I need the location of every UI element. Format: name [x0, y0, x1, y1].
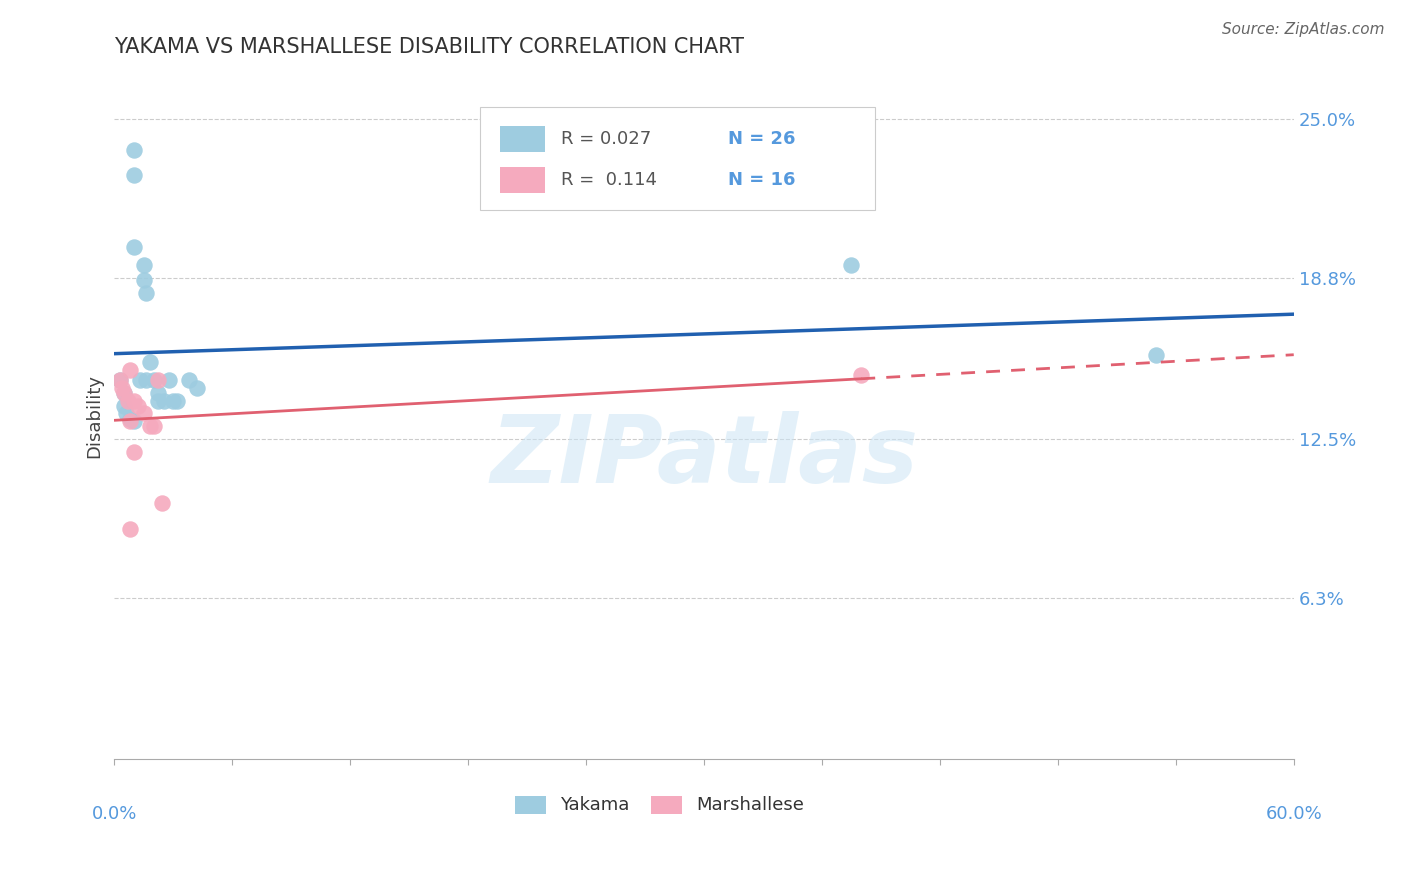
Point	[146, 393, 169, 408]
Point	[122, 414, 145, 428]
Point	[129, 373, 152, 387]
Text: N = 16: N = 16	[728, 171, 796, 189]
Point	[146, 386, 169, 401]
Point	[142, 373, 165, 387]
Point	[111, 381, 134, 395]
Point	[112, 399, 135, 413]
Point	[159, 373, 181, 387]
Point	[135, 373, 157, 387]
Text: Source: ZipAtlas.com: Source: ZipAtlas.com	[1222, 22, 1385, 37]
Text: N = 26: N = 26	[728, 129, 796, 148]
Point	[120, 414, 142, 428]
Text: ZIPatlas: ZIPatlas	[491, 411, 918, 503]
Point	[120, 411, 142, 425]
Point	[112, 386, 135, 401]
FancyBboxPatch shape	[651, 797, 682, 814]
Point	[122, 240, 145, 254]
Text: 0.0%: 0.0%	[91, 805, 138, 823]
Text: R = 0.027: R = 0.027	[561, 129, 651, 148]
Point	[132, 407, 155, 421]
Point	[1144, 347, 1167, 361]
Point	[139, 419, 162, 434]
Y-axis label: Disability: Disability	[86, 374, 103, 458]
Point	[122, 168, 145, 182]
Point	[162, 393, 184, 408]
FancyBboxPatch shape	[516, 797, 546, 814]
Point	[166, 393, 188, 408]
Point	[177, 373, 200, 387]
Point	[115, 407, 138, 421]
Point	[120, 363, 142, 377]
Point	[112, 386, 135, 401]
Point	[139, 355, 162, 369]
Point	[110, 373, 132, 387]
Point	[132, 273, 155, 287]
Point	[146, 373, 169, 387]
FancyBboxPatch shape	[479, 107, 875, 210]
Point	[186, 381, 208, 395]
Text: Marshallese: Marshallese	[696, 797, 804, 814]
Text: Yakama: Yakama	[560, 797, 630, 814]
Point	[132, 258, 155, 272]
Point	[127, 399, 149, 413]
Point	[150, 496, 173, 510]
Point	[851, 368, 873, 382]
Point	[135, 286, 157, 301]
Text: R =  0.114: R = 0.114	[561, 171, 658, 189]
Point	[152, 393, 174, 408]
Point	[110, 373, 132, 387]
FancyBboxPatch shape	[501, 126, 546, 152]
Point	[841, 258, 863, 272]
Point	[122, 143, 145, 157]
FancyBboxPatch shape	[501, 167, 546, 193]
Point	[117, 393, 139, 408]
Point	[122, 393, 145, 408]
Text: YAKAMA VS MARSHALLESE DISABILITY CORRELATION CHART: YAKAMA VS MARSHALLESE DISABILITY CORRELA…	[114, 37, 744, 57]
Text: 60.0%: 60.0%	[1265, 805, 1322, 823]
Point	[122, 445, 145, 459]
Point	[142, 419, 165, 434]
Point	[120, 522, 142, 536]
